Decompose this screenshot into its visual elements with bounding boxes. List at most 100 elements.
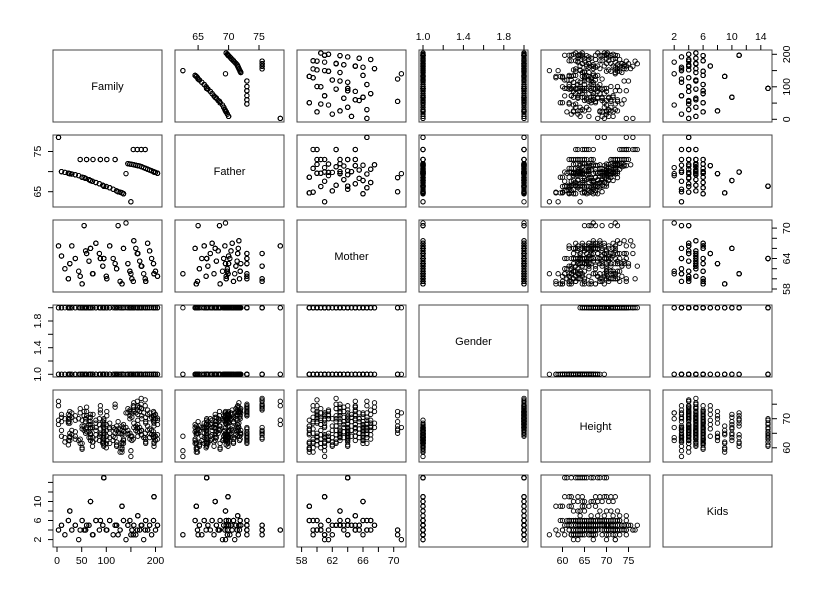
points-mother-vs-family — [306, 50, 405, 122]
tick-label: 1.8 — [496, 31, 511, 43]
left-axis-father: 65 75 — [32, 146, 53, 198]
tick-label: 65 — [32, 186, 44, 198]
points-family-vs-height — [55, 395, 161, 460]
diagonal-label-mother: Mother — [334, 251, 369, 263]
top-axis-kids: 2 6 10 14 — [671, 31, 767, 50]
tick-label: 0 — [54, 555, 60, 567]
panel-border — [296, 134, 407, 208]
panel-kids-vs-height — [662, 389, 773, 463]
points-family-vs-kids — [55, 475, 161, 543]
points-height-vs-mother — [546, 220, 640, 287]
tick-label: 2 — [32, 537, 44, 543]
points-height-vs-kids — [546, 475, 640, 543]
diagonal-panel-kids: Kids — [662, 474, 773, 548]
panel-mother-vs-gender — [296, 304, 407, 378]
bottom-axis-family: 0 50 100 200 — [54, 547, 164, 567]
tick-label: 58 — [296, 555, 308, 567]
tick-label: 60 — [781, 442, 793, 454]
tick-label: 70 — [388, 555, 400, 567]
panel-border — [174, 49, 285, 123]
diagonal-label-gender: Gender — [455, 336, 492, 348]
tick-label: 10 — [726, 31, 738, 43]
panel-border — [540, 389, 651, 463]
points-height-vs-gender — [546, 305, 640, 377]
panel-border — [418, 49, 529, 123]
panel-kids-vs-father — [662, 134, 773, 208]
panel-kids-vs-family — [662, 49, 773, 123]
panel-border — [662, 49, 773, 123]
panel-border — [52, 49, 163, 123]
panel-border — [174, 389, 285, 463]
tick-label: 64 — [781, 253, 793, 265]
bottom-axis-height: 60 65 70 75 — [557, 547, 634, 567]
tick-label: 100 — [98, 555, 116, 567]
panel-border — [540, 219, 651, 293]
panel-border — [662, 474, 773, 548]
panel-border — [296, 474, 407, 548]
tick-label: 75 — [32, 146, 44, 158]
tick-label: 66 — [357, 555, 369, 567]
tick-label: 50 — [76, 555, 88, 567]
tick-label: 200 — [147, 555, 165, 567]
points-kids-vs-family — [671, 50, 771, 122]
points-mother-vs-gender — [306, 305, 405, 377]
panel-height-vs-mother — [540, 219, 651, 293]
points-father-vs-gender — [180, 305, 283, 377]
points-gender-vs-kids — [420, 475, 527, 543]
panel-border — [296, 389, 407, 463]
points-kids-vs-gender — [671, 305, 771, 377]
points-kids-vs-father — [671, 134, 771, 205]
diagonal-label-height: Height — [580, 421, 612, 433]
panel-border — [662, 389, 773, 463]
tick-label: 70 — [781, 413, 793, 425]
tick-label: 10 — [32, 496, 44, 508]
diagonal-panel-height: Height — [540, 389, 651, 463]
panel-border — [540, 304, 651, 378]
panel-gender-vs-father — [418, 134, 529, 208]
panel-kids-vs-mother — [662, 219, 773, 293]
tick-label: 70 — [223, 31, 235, 43]
panel-mother-vs-family — [296, 49, 407, 123]
points-gender-vs-mother — [420, 220, 527, 287]
panel-border — [418, 304, 529, 378]
points-family-vs-father — [55, 134, 161, 205]
panel-mother-vs-father — [296, 134, 407, 208]
panel-border — [52, 304, 163, 378]
tick-label: 0 — [781, 116, 793, 122]
tick-label: 14 — [755, 31, 767, 43]
tick-label: 2 — [671, 31, 677, 43]
right-axis-mother: 58 64 70 — [772, 222, 793, 295]
panel-border — [296, 304, 407, 378]
points-mother-vs-height — [306, 395, 405, 460]
panel-border — [418, 134, 529, 208]
points-gender-vs-father — [420, 134, 527, 205]
bottom-axis-mother: 58 62 66 70 — [296, 547, 400, 567]
panel-border — [52, 134, 163, 208]
panel-border — [418, 389, 529, 463]
panel-family-vs-father — [52, 134, 163, 208]
points-family-vs-mother — [55, 220, 161, 287]
panel-border — [418, 219, 529, 293]
panel-father-vs-mother — [174, 219, 285, 293]
panel-father-vs-height — [174, 389, 285, 463]
tick-label: 1.4 — [456, 31, 471, 43]
panel-border — [296, 219, 407, 293]
diagonal-panel-mother: Mother — [296, 219, 407, 293]
panel-father-vs-family — [174, 49, 285, 123]
panel-family-vs-kids — [52, 474, 163, 548]
tick-label: 1.8 — [32, 314, 44, 329]
tick-label: 100 — [781, 78, 793, 96]
points-mother-vs-kids — [306, 475, 405, 543]
tick-label: 65 — [192, 31, 204, 43]
points-father-vs-family — [180, 50, 283, 122]
left-axis-gender: 1.0 1.4 1.8 — [32, 307, 53, 382]
tick-label: 200 — [781, 45, 793, 63]
panel-border — [174, 304, 285, 378]
tick-label: 70 — [781, 222, 793, 234]
panel-border — [174, 134, 285, 208]
panel-height-vs-gender — [540, 304, 651, 378]
panel-height-vs-kids — [540, 474, 651, 548]
panel-height-vs-father — [540, 134, 651, 208]
